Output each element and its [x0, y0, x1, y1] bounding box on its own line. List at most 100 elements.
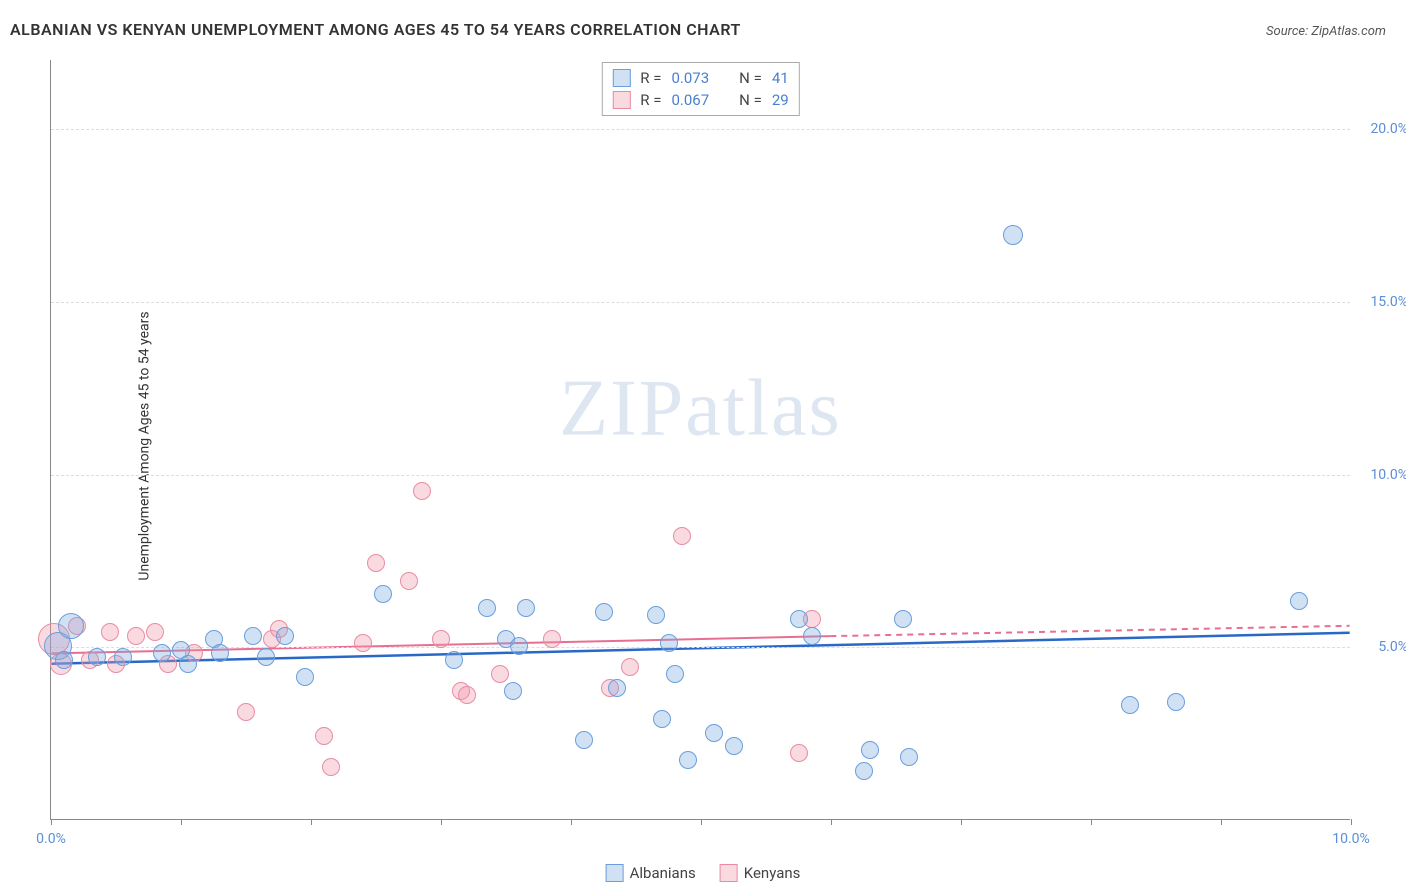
- legend-item-kenyans: Kenyans: [720, 864, 801, 882]
- data-point-kenyans: [315, 727, 333, 745]
- y-tick-label: 15.0%: [1370, 294, 1406, 310]
- n-value-kenyans: 29: [772, 91, 789, 109]
- swatch-kenyans: [720, 864, 738, 882]
- n-label: N =: [739, 69, 762, 87]
- data-point-albanians: [666, 665, 684, 683]
- x-tick-label: 0.0%: [36, 831, 66, 847]
- data-point-kenyans: [673, 527, 691, 545]
- data-point-albanians: [653, 710, 671, 728]
- data-point-albanians: [705, 724, 723, 742]
- data-point-kenyans: [621, 658, 639, 676]
- gridline: [51, 647, 1350, 648]
- source-attribution: Source: ZipAtlas.com: [1266, 24, 1386, 39]
- legend-label-kenyans: Kenyans: [744, 864, 801, 882]
- data-point-kenyans: [146, 623, 164, 641]
- x-tick: [1091, 819, 1092, 825]
- stats-legend: R = 0.073 N = 41 R = 0.067 N = 29: [601, 62, 799, 116]
- data-point-kenyans: [237, 703, 255, 721]
- data-point-kenyans: [491, 665, 509, 683]
- x-tick: [441, 819, 442, 825]
- data-point-albanians: [790, 610, 808, 628]
- data-point-albanians: [257, 648, 275, 666]
- plot-area: ZIPatlas R = 0.073 N = 41 R = 0.067 N = …: [50, 60, 1350, 820]
- gridline: [51, 302, 1350, 303]
- data-point-kenyans: [790, 744, 808, 762]
- x-tick: [701, 819, 702, 825]
- data-point-albanians: [296, 668, 314, 686]
- data-point-albanians: [153, 644, 171, 662]
- x-tick: [1221, 819, 1222, 825]
- data-point-albanians: [861, 741, 879, 759]
- data-point-albanians: [894, 610, 912, 628]
- data-point-kenyans: [543, 630, 561, 648]
- swatch-albanians: [606, 864, 624, 882]
- data-point-albanians: [647, 606, 665, 624]
- r-label: R =: [640, 91, 661, 109]
- x-tick-label: 10.0%: [1332, 831, 1370, 847]
- data-point-kenyans: [322, 758, 340, 776]
- swatch-kenyans: [612, 91, 630, 109]
- data-point-albanians: [374, 585, 392, 603]
- data-point-albanians: [1121, 696, 1139, 714]
- data-point-albanians: [1290, 592, 1308, 610]
- chart-container: ALBANIAN VS KENYAN UNEMPLOYMENT AMONG AG…: [0, 0, 1406, 892]
- watermark: ZIPatlas: [559, 364, 842, 455]
- data-point-albanians: [445, 651, 463, 669]
- data-point-albanians: [595, 603, 613, 621]
- data-point-albanians: [510, 637, 528, 655]
- data-point-albanians: [244, 627, 262, 645]
- data-point-albanians: [55, 651, 73, 669]
- n-label: N =: [739, 91, 762, 109]
- y-tick-label: 10.0%: [1370, 467, 1406, 483]
- watermark-right: atlas: [685, 365, 842, 453]
- data-point-kenyans: [432, 630, 450, 648]
- chart-title: ALBANIAN VS KENYAN UNEMPLOYMENT AMONG AG…: [10, 20, 741, 39]
- n-value-albanians: 41: [772, 69, 789, 87]
- data-point-kenyans: [400, 572, 418, 590]
- y-tick-label: 20.0%: [1370, 121, 1406, 137]
- data-point-albanians: [855, 762, 873, 780]
- watermark-left: ZIP: [559, 365, 685, 453]
- data-point-albanians: [517, 599, 535, 617]
- data-point-albanians: [211, 644, 229, 662]
- gridline: [51, 475, 1350, 476]
- data-point-albanians: [114, 648, 132, 666]
- data-point-kenyans: [458, 686, 476, 704]
- data-point-albanians: [504, 682, 522, 700]
- x-tick: [311, 819, 312, 825]
- stats-row-kenyans: R = 0.067 N = 29: [612, 89, 788, 111]
- data-point-albanians: [1167, 693, 1185, 711]
- legend-label-albanians: Albanians: [630, 864, 696, 882]
- r-label: R =: [640, 69, 661, 87]
- data-point-albanians: [179, 655, 197, 673]
- data-point-albanians: [679, 751, 697, 769]
- x-tick: [571, 819, 572, 825]
- stats-row-albanians: R = 0.073 N = 41: [612, 67, 788, 89]
- data-point-albanians: [478, 599, 496, 617]
- x-tick: [1351, 819, 1352, 825]
- x-tick: [51, 819, 52, 825]
- series-legend: Albanians Kenyans: [606, 864, 801, 882]
- data-point-albanians: [803, 627, 821, 645]
- x-tick: [961, 819, 962, 825]
- data-point-albanians: [58, 613, 84, 639]
- data-point-kenyans: [354, 634, 372, 652]
- data-point-albanians: [900, 748, 918, 766]
- data-point-albanians: [660, 634, 678, 652]
- data-point-albanians: [1003, 225, 1023, 245]
- x-tick: [181, 819, 182, 825]
- r-value-kenyans: 0.067: [671, 91, 709, 109]
- data-point-albanians: [608, 679, 626, 697]
- data-point-kenyans: [127, 627, 145, 645]
- data-point-kenyans: [101, 623, 119, 641]
- legend-item-albanians: Albanians: [606, 864, 696, 882]
- y-tick-label: 5.0%: [1378, 639, 1406, 655]
- data-point-kenyans: [413, 482, 431, 500]
- data-point-albanians: [575, 731, 593, 749]
- swatch-albanians: [612, 69, 630, 87]
- x-tick: [831, 819, 832, 825]
- data-point-albanians: [725, 737, 743, 755]
- data-point-albanians: [88, 648, 106, 666]
- data-point-albanians: [276, 627, 294, 645]
- gridline: [51, 129, 1350, 130]
